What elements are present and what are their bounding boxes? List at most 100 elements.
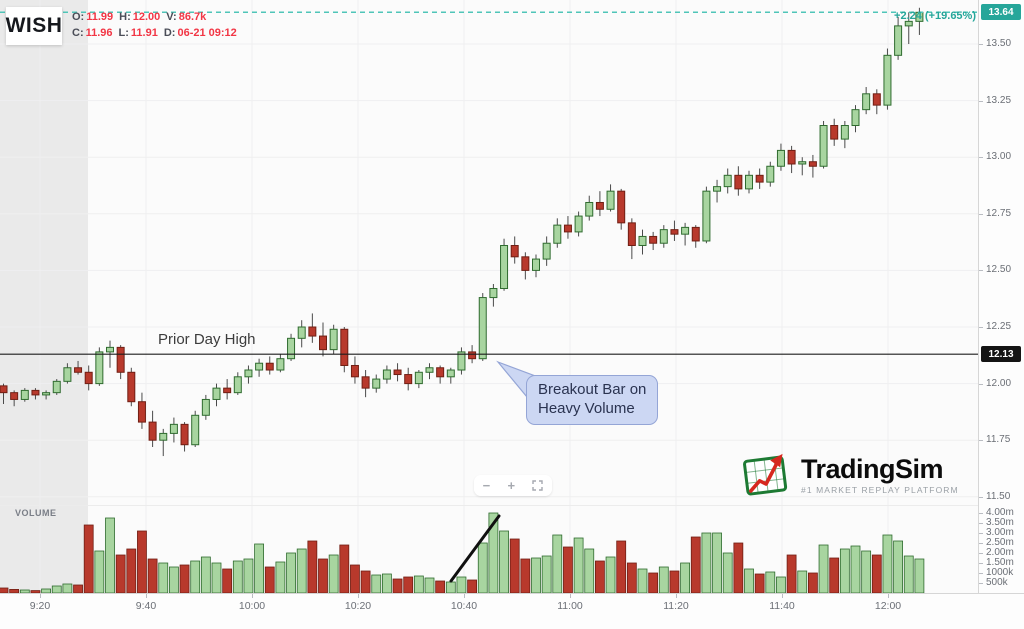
time-axis[interactable]: 9:20 9:40 10:00 10:20 10:40 11:00 11:20 11:40 12… [0,593,1024,629]
volume-axis-label: 2.50m [986,537,1014,548]
volume-bar [296,548,307,593]
candle [627,222,636,246]
volume-bar [786,554,797,593]
volume-bar [722,552,733,593]
candle [446,369,455,378]
candlestick-chart-canvas[interactable] [0,0,978,593]
volume-bar [339,544,350,593]
price-change-label: +2.24 (+19.65%) [894,10,976,22]
candle [468,351,477,360]
zoom-out-button[interactable]: − [483,479,491,492]
zoom-in-button[interactable]: + [507,479,515,492]
candle [180,423,189,446]
volume-bar [232,560,243,593]
volume-bar [520,558,531,593]
candle [276,358,285,371]
legend-value: 11.91 [130,27,158,39]
price-axis-tick [979,213,983,215]
price-axis-label: 12.75 [986,207,1012,219]
volume-bar [318,558,328,593]
volume-bar [41,588,51,593]
price-axis-label: 11.50 [986,490,1011,502]
price-axis[interactable]: 13.50 13.25 13.00 12.75 12.50 12.25 12.00 11.75… [978,0,1024,629]
time-axis-label: 11:00 [557,600,583,612]
tradingsim-subtitle: #1 MARKET REPLAY PLATFORM [801,485,959,495]
candle [84,371,93,385]
volume-bar [392,578,403,593]
time-axis-tick [570,594,571,598]
candle [308,326,317,337]
volume-bar [83,524,94,593]
price-axis-tick [979,496,983,498]
candle [606,190,615,210]
candle [819,125,828,167]
current-price-tag: 13.64 [981,4,1021,21]
time-axis-tick [888,594,889,598]
volume-bar [754,573,765,593]
volume-bar [797,570,808,593]
price-axis-label: 12.50 [986,264,1012,276]
volume-bar [381,573,392,593]
volume-bar [882,534,893,593]
symbol-tab[interactable]: WISH [6,7,62,45]
volume-bar [158,562,169,593]
volume-bar [701,532,712,593]
volume-bar [871,554,882,593]
price-axis-tick [979,100,983,102]
candle [457,351,466,371]
ohlc-legend-row2: C: 11.96 L: 11.91 D: 06-21 09:12 [72,25,243,41]
volume-pane-label: VOLUME [15,508,57,518]
candle [659,229,668,244]
candle [382,369,391,380]
tradingsim-logo-text: TradingSim #1 MARKET REPLAY PLATFORM [801,455,959,495]
fullscreen-button[interactable] [532,480,544,491]
legend-value: 06-21 09:12 [177,27,237,39]
price-axis-label: 12.00 [986,377,1012,389]
candle [191,414,200,446]
volume-bar [850,545,861,593]
volume-bar [680,562,690,593]
volume-bar [0,587,9,593]
volume-bar [200,556,211,593]
time-axis-tick [146,594,147,598]
tradingsim-title: TradingSim [801,454,944,484]
volume-bar [168,566,179,593]
time-axis-tick [676,594,677,598]
candle [265,362,274,371]
time-axis-label: 12:00 [874,600,902,612]
candle [42,392,51,396]
volume-bar [62,583,73,593]
candle [691,226,700,242]
candle [436,367,445,378]
volume-bar [584,548,595,593]
volume-bar [808,572,818,593]
volume-bar [94,550,105,593]
candle [340,328,349,366]
price-axis-tick [979,157,983,159]
candle [500,244,509,290]
candle [212,387,221,400]
volume-bar [733,542,744,593]
candle [478,297,487,360]
volume-bar [264,566,275,593]
candle [329,328,338,351]
volume-bar [531,557,541,593]
time-axis-tick [464,594,465,598]
volume-bar [222,568,233,593]
candle [10,392,19,400]
candle [574,215,583,233]
candle [255,362,264,371]
candle [74,367,83,373]
price-axis-tick [979,383,983,385]
time-axis-tick [252,594,253,598]
candle [638,235,647,246]
volume-bar [73,584,83,593]
volume-bar [456,576,467,593]
volume-axis-label: 1.50m [986,557,1014,568]
candle [20,389,29,400]
time-axis-label: 9:40 [135,600,157,612]
volume-bar [829,557,840,593]
candle [319,335,327,351]
candle [159,432,168,441]
candle [169,423,178,434]
